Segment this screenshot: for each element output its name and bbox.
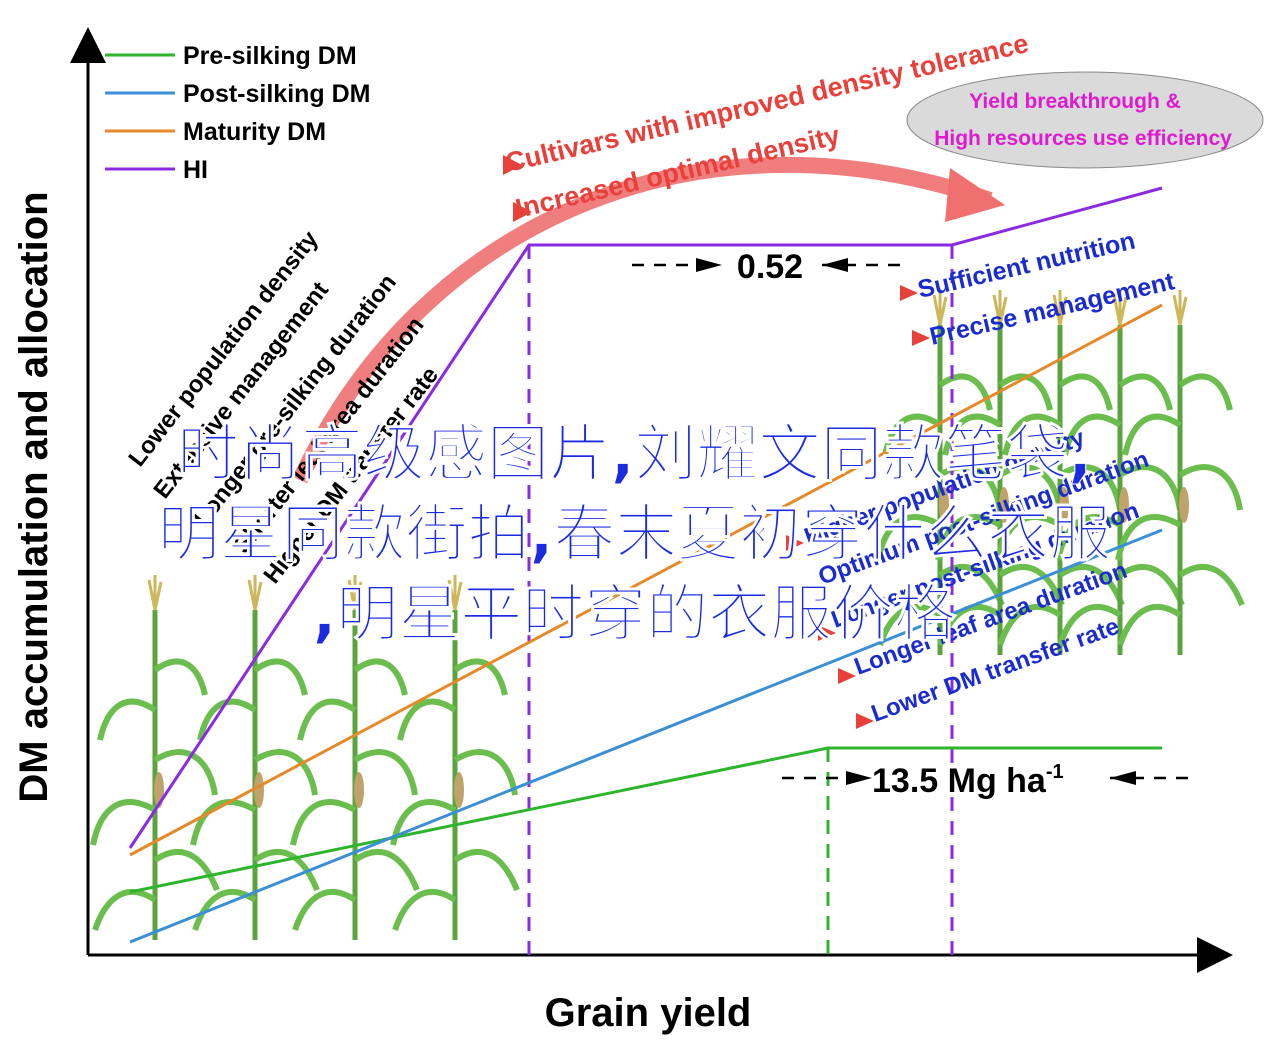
yield-value: 13.5 Mg ha-1: [872, 761, 1064, 800]
improvement-arrowhead-icon: [945, 168, 1005, 222]
legend-post-silking: Post-silking DM: [183, 80, 371, 108]
x-axis-label: Grain yield: [545, 991, 752, 1035]
legend-hi: HI: [183, 156, 208, 184]
legend-pre-silking: Pre-silking DM: [183, 42, 357, 70]
yield-annotation: 13.5 Mg ha-1: [782, 761, 1198, 800]
legend: Pre-silking DM Post-silking DM Maturity …: [105, 42, 371, 184]
line-hi: [128, 186, 1163, 849]
ellipse-line-1: Yield breakthrough &: [969, 90, 1181, 113]
line-post-silking-dm: [129, 528, 1163, 944]
hi-annotation: 0.52: [632, 248, 910, 286]
outcome-ellipse: [906, 71, 1264, 169]
hi-value: 0.52: [737, 248, 803, 286]
improvement-arrow: [292, 156, 993, 484]
overlay-text-line-1: 时尚高级感图片,刘耀文同款笔袋,: [176, 417, 1093, 490]
line-maturity-dm: [129, 303, 1163, 857]
y-axis-label: DM accumulation and allocation: [12, 191, 56, 802]
red-pointer-icons: [503, 155, 930, 729]
overlay-text-line-3: ,明星平时穿的衣服价格: [312, 577, 957, 650]
legend-maturity: Maturity DM: [183, 118, 326, 146]
overlay-text-line-2: 明星同款街拍,春末夏初穿什么衣服: [157, 497, 1112, 570]
ellipse-line-2: High resources use efficiency: [934, 127, 1232, 150]
line-pre-silking-dm: [129, 746, 1162, 894]
